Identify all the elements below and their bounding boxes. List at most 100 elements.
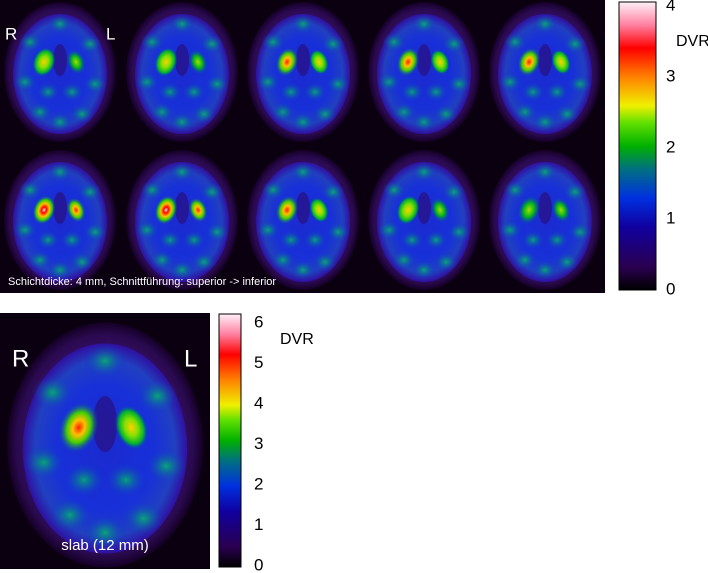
cortex-spot <box>434 252 458 272</box>
brain-slice <box>4 150 116 290</box>
cortex-spot <box>36 230 60 250</box>
brain-slice <box>368 2 480 142</box>
cortex-spot <box>521 230 545 250</box>
cortex-spot <box>140 32 164 52</box>
striatum <box>551 197 571 223</box>
cortex-spot <box>182 230 206 250</box>
colorbar <box>218 313 242 568</box>
brain-slice <box>489 150 601 290</box>
cortex-spot <box>291 14 315 34</box>
striatum <box>309 197 329 223</box>
striatum <box>551 49 571 75</box>
cortex-spot <box>412 112 436 132</box>
striatum <box>66 197 86 223</box>
cortex-spot <box>313 104 337 124</box>
side-label: R <box>12 345 29 372</box>
brain-slice <box>7 322 203 568</box>
colorbar-tick-label: 3 <box>666 66 675 85</box>
caption: Schichtdicke: 4 mm, Schnittführung: supe… <box>8 276 276 288</box>
cortex-spot <box>145 448 188 484</box>
cortex-spot <box>313 252 337 272</box>
ventricle <box>296 192 310 224</box>
cortex-spot <box>261 180 285 200</box>
ventricle <box>53 44 67 76</box>
cortex-spot <box>182 82 206 102</box>
ventricle <box>175 44 189 76</box>
cortex-spot <box>150 102 174 122</box>
colorbar-tick-label: 0 <box>666 279 675 298</box>
striatum <box>396 47 420 77</box>
cortex-spot <box>83 222 107 242</box>
ventricle <box>92 396 118 452</box>
brain-slice <box>126 2 238 142</box>
cortex-spot <box>382 32 406 52</box>
ventricle <box>296 44 310 76</box>
striatum <box>430 197 450 223</box>
striatum <box>154 47 178 77</box>
side-label: L <box>184 345 197 372</box>
cortex-spot <box>31 375 74 410</box>
cortex-spot <box>555 104 579 124</box>
cortex-spot <box>140 180 164 200</box>
colorbar-tick-label: 4 <box>666 0 675 14</box>
striatum <box>154 195 178 225</box>
cortex-spot <box>70 252 94 272</box>
cortex-spot <box>303 82 327 102</box>
cortex-spot <box>279 230 303 250</box>
cortex-spot <box>291 162 315 182</box>
cortex-spot <box>261 32 285 52</box>
cortex-spot <box>256 72 280 92</box>
cortex-spot <box>503 180 527 200</box>
brain-slice <box>489 2 601 142</box>
colorbar-tick-label: 6 <box>254 312 263 331</box>
brain-slice <box>247 2 359 142</box>
cortex-spot <box>513 102 537 122</box>
cortex-spot <box>60 82 84 102</box>
cortex-spot <box>170 162 194 182</box>
cortex-spot <box>136 378 179 414</box>
cortex-spot <box>521 82 545 102</box>
striatum <box>430 49 450 75</box>
cortex-spot <box>400 230 424 250</box>
cortex-spot <box>49 497 91 533</box>
colorbar-title: DVR <box>280 331 314 348</box>
striatum <box>188 197 208 223</box>
cortex-spot <box>170 112 194 132</box>
cortex-spot <box>158 230 182 250</box>
cortex-spot <box>36 82 60 102</box>
brain-slice <box>368 150 480 290</box>
striatum <box>58 401 99 454</box>
cortex-spot <box>200 34 224 54</box>
cortex-spot <box>192 252 216 272</box>
striatum <box>32 47 56 77</box>
cortex-spot <box>412 260 436 280</box>
colorbar-tick-label: 2 <box>254 474 263 493</box>
cortex-spot <box>279 82 303 102</box>
colorbar-tick-label: 5 <box>254 353 263 372</box>
cortex-spot <box>271 102 295 122</box>
ventricle <box>538 44 552 76</box>
cortex-spot <box>48 112 72 132</box>
striatum <box>275 195 299 225</box>
cortex-spot <box>18 180 42 200</box>
cortex-spot <box>377 220 401 240</box>
cortex-spot <box>442 182 466 202</box>
cortex-spot <box>22 445 65 480</box>
cortex-spot <box>498 220 522 240</box>
cortex-spot <box>321 34 345 54</box>
cortex-spot <box>442 34 466 54</box>
cortex-spot <box>533 162 557 182</box>
cortex-spot <box>256 220 280 240</box>
cortex-spot <box>28 102 52 122</box>
cortex-spot <box>205 222 229 242</box>
cortex-spot <box>563 182 587 202</box>
caption: slab (12 mm) <box>61 537 149 554</box>
cortex-spot <box>434 104 458 124</box>
cortex-spot <box>48 162 72 182</box>
cortex-spot <box>83 74 107 94</box>
cortex-spot <box>170 14 194 34</box>
colorbar-tick-label: 1 <box>666 208 675 227</box>
colorbar-title: DVR <box>676 33 708 50</box>
cortex-spot <box>447 222 471 242</box>
